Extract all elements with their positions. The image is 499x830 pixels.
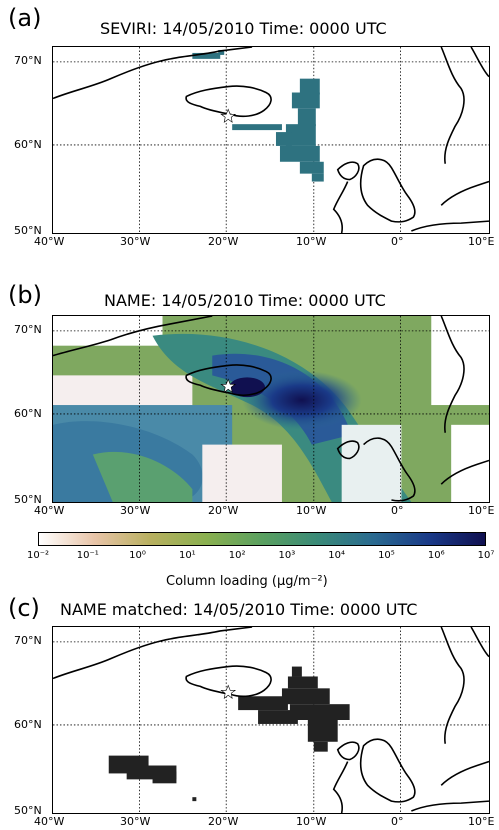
colorbar-tick-label: 10² xyxy=(228,550,246,561)
lat-label-b-60: 60°N xyxy=(14,407,42,420)
lon-label-b-10w: 10°W xyxy=(296,504,327,517)
coastlines xyxy=(53,47,489,233)
lon-label-c-30w: 30°W xyxy=(120,815,151,828)
colorbar-tick-label: 10⁶ xyxy=(427,550,445,561)
seviri-ash-detection xyxy=(192,49,324,182)
map-c-svg xyxy=(53,627,489,813)
gridlines xyxy=(53,47,489,233)
lon-label-b-40w: 40°W xyxy=(34,504,65,517)
colorbar-tick-label: 10⁵ xyxy=(378,550,395,561)
map-panel-a xyxy=(52,46,490,234)
lat-label-a-70: 70°N xyxy=(14,54,42,67)
lon-label-b-30w: 30°W xyxy=(120,504,151,517)
gridlines xyxy=(53,316,489,502)
lon-label-a-10w: 10°W xyxy=(296,235,327,248)
lon-label-a-0: 0° xyxy=(391,235,404,248)
map-panel-c xyxy=(52,626,490,814)
map-a-svg xyxy=(53,47,489,233)
lon-label-c-10w: 10°W xyxy=(296,815,327,828)
colorbar-tick-label: 10⁻¹ xyxy=(76,550,99,561)
lon-label-b-10e: 10°E xyxy=(468,504,495,517)
lat-label-a-50: 50°N xyxy=(14,224,42,237)
star-icon xyxy=(220,684,237,699)
colorbar-tick-label: 10⁷ xyxy=(477,550,495,561)
panel-b-title: NAME: 14/05/2010 Time: 0000 UTC xyxy=(104,291,386,310)
colorbar-tick-label: 10⁰ xyxy=(129,550,146,561)
coastlines xyxy=(53,316,489,502)
map-b-svg xyxy=(53,316,489,502)
panel-a-title: SEVIRI: 14/05/2010 Time: 0000 UTC xyxy=(100,19,387,38)
panel-a-letter: (a) xyxy=(8,4,42,32)
colorbar-tick-label: 10⁻² xyxy=(26,550,50,561)
colorbar-tick-label: 10⁴ xyxy=(328,550,346,561)
coastlines xyxy=(53,627,489,813)
colorbar-label: Column loading (μg/m⁻²) xyxy=(166,574,328,589)
lon-label-c-20w: 20°W xyxy=(208,815,239,828)
panel-c-letter: (c) xyxy=(8,594,40,622)
gridlines xyxy=(53,627,489,813)
lon-label-b-0: 0° xyxy=(391,504,404,517)
lat-label-c-60: 60°N xyxy=(14,718,42,731)
colorbar-tick-label: 10¹ xyxy=(178,550,196,561)
name-concentration-field xyxy=(53,316,489,502)
lon-label-c-40w: 40°W xyxy=(34,815,65,828)
lat-label-c-70: 70°N xyxy=(14,634,42,647)
lat-label-a-60: 60°N xyxy=(14,138,42,151)
lon-label-b-20w: 20°W xyxy=(208,504,239,517)
map-panel-b xyxy=(52,315,490,503)
panel-b-letter: (b) xyxy=(8,281,42,309)
lat-label-b-50: 50°N xyxy=(14,493,42,506)
lon-label-a-40w: 40°W xyxy=(34,235,65,248)
lon-label-c-0: 0° xyxy=(391,815,404,828)
panel-c-title: NAME matched: 14/05/2010 Time: 0000 UTC xyxy=(60,600,418,619)
colorbar-tick-label: 10³ xyxy=(278,550,296,561)
lon-label-a-30w: 30°W xyxy=(120,235,151,248)
lat-label-c-50: 50°N xyxy=(14,804,42,817)
star-icon xyxy=(220,378,237,393)
lat-label-b-70: 70°N xyxy=(14,323,42,336)
star-icon xyxy=(220,108,237,123)
lon-label-a-10e: 10°E xyxy=(468,235,495,248)
lon-label-c-10e: 10°E xyxy=(468,815,495,828)
name-matched-ash xyxy=(108,666,350,802)
colorbar xyxy=(38,532,486,546)
lon-label-a-20w: 20°W xyxy=(208,235,239,248)
